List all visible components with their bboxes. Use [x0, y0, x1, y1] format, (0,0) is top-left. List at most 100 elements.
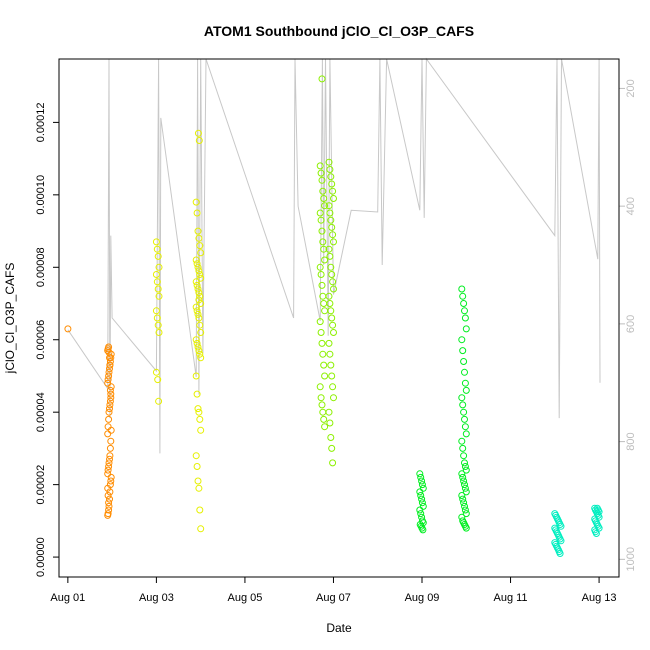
data-point — [461, 484, 469, 492]
series-4 — [551, 504, 603, 557]
data-point — [152, 238, 160, 246]
data-point — [104, 379, 112, 387]
data-point — [327, 434, 335, 441]
data-point — [461, 368, 468, 376]
data-point — [326, 209, 334, 217]
data-point — [416, 506, 424, 514]
data-point — [327, 263, 335, 271]
data-point — [107, 383, 115, 391]
data-point — [195, 289, 203, 297]
data-point — [328, 180, 336, 188]
data-point — [557, 522, 565, 530]
data-point — [459, 347, 467, 355]
data-point — [318, 227, 326, 235]
data-point — [104, 466, 112, 474]
data-point — [329, 383, 337, 391]
data-point — [318, 75, 326, 83]
data-point — [328, 271, 336, 278]
data-point — [418, 499, 426, 507]
data-point — [104, 484, 112, 492]
data-point — [105, 506, 113, 514]
data-point — [319, 187, 327, 195]
data-point — [153, 245, 161, 253]
data-point — [319, 238, 327, 246]
data-point — [194, 477, 202, 485]
data-point — [460, 499, 468, 507]
data-point — [595, 513, 603, 521]
data-point — [460, 300, 468, 307]
data-point — [64, 325, 72, 333]
data-point — [329, 459, 337, 467]
data-point — [417, 473, 425, 481]
data-point — [316, 263, 324, 271]
data-point — [194, 343, 202, 351]
data-point — [197, 525, 205, 533]
data-point — [325, 408, 333, 416]
data-point — [197, 274, 205, 282]
data-point — [152, 368, 160, 376]
data-point — [320, 195, 328, 202]
scatter-points — [64, 75, 603, 557]
data-point — [105, 502, 113, 510]
data-point — [152, 271, 160, 278]
data-point — [416, 488, 424, 496]
data-point — [327, 361, 335, 369]
y2-tick-label: 400 — [625, 197, 637, 215]
data-point — [154, 252, 162, 260]
data-point — [330, 195, 337, 202]
data-point — [318, 281, 326, 289]
data-point — [458, 336, 466, 344]
data-point — [320, 415, 328, 423]
pressure-profile-line — [67, 57, 601, 454]
data-point — [328, 223, 336, 231]
data-point — [459, 401, 467, 409]
x-axis: Aug 01 Aug 03 Aug 05 Aug 07 Aug 09 Aug 11 Aug … — [50, 576, 617, 604]
data-point — [458, 492, 466, 499]
chart-title: ATOM1 Southbound jClO_Cl_O3P_CAFS — [204, 23, 474, 39]
data-point — [317, 394, 325, 402]
data-point — [419, 526, 427, 534]
y2-tick-label: 200 — [625, 79, 637, 97]
data-point — [152, 307, 160, 315]
data-point — [459, 444, 467, 452]
y-tick-label: 0.00004 — [35, 392, 47, 432]
data-point — [462, 325, 470, 333]
data-point — [196, 292, 204, 300]
data-point — [460, 477, 468, 485]
data-point — [106, 397, 114, 405]
data-point — [195, 137, 203, 144]
data-point — [195, 234, 203, 242]
data-point — [461, 379, 469, 387]
data-point — [106, 405, 113, 413]
data-point — [195, 408, 203, 416]
data-point — [417, 492, 425, 499]
data-point — [327, 173, 335, 181]
y-tick-label: 0.00006 — [35, 320, 47, 360]
data-point — [194, 263, 202, 271]
data-point — [154, 376, 162, 384]
data-point — [321, 372, 329, 380]
data-point — [193, 463, 201, 470]
data-point — [418, 481, 426, 489]
y2-tick-label: 600 — [625, 315, 637, 333]
data-point — [195, 314, 203, 322]
data-point — [192, 336, 200, 344]
data-point — [106, 358, 114, 365]
data-point — [105, 372, 113, 380]
data-point — [154, 321, 162, 329]
data-point — [327, 307, 335, 315]
x-axis-label: Date — [326, 621, 352, 635]
series-1 — [152, 129, 205, 533]
data-point — [330, 394, 337, 402]
data-point — [461, 463, 469, 470]
data-point — [106, 361, 114, 369]
data-point — [460, 452, 468, 460]
data-point — [197, 426, 205, 434]
data-point — [196, 415, 204, 423]
data-point — [317, 216, 325, 224]
data-point — [107, 426, 115, 434]
y2-axis-pressure: 200 400 600 800 1000 — [619, 79, 637, 572]
data-point — [196, 506, 204, 514]
data-point — [194, 227, 202, 235]
